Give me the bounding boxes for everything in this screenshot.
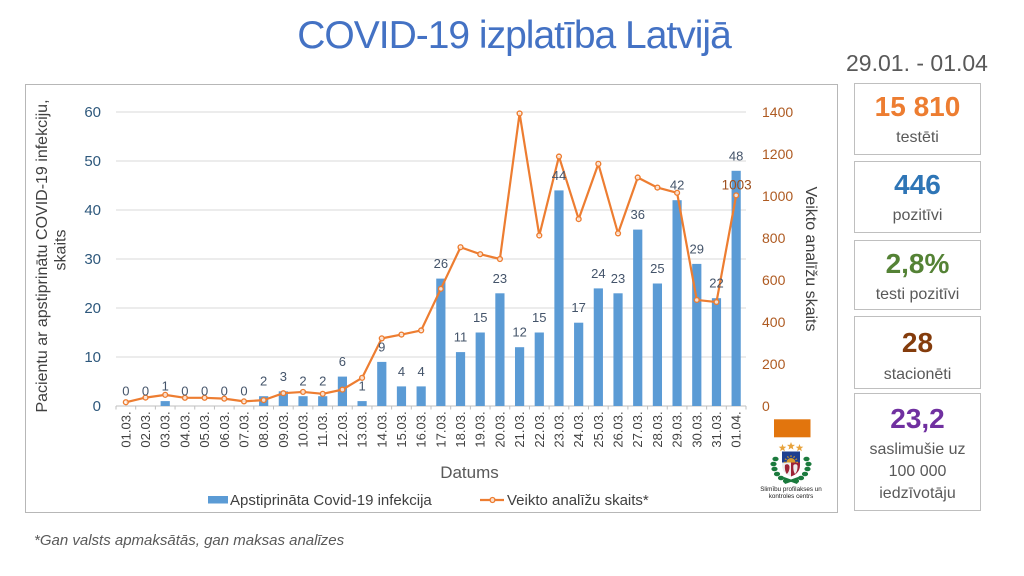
svg-text:4: 4 (418, 364, 425, 379)
svg-text:48: 48 (729, 148, 743, 163)
svg-text:11.03.: 11.03. (315, 412, 330, 447)
svg-text:4: 4 (398, 364, 405, 379)
svg-text:9: 9 (378, 339, 385, 354)
svg-text:13.03.: 13.03. (355, 411, 370, 447)
svg-text:07.03.: 07.03. (236, 411, 251, 447)
svg-text:50: 50 (84, 153, 101, 170)
svg-text:18.03.: 18.03. (453, 411, 468, 447)
svg-text:30: 30 (84, 251, 101, 268)
svg-text:24: 24 (591, 266, 605, 281)
svg-text:15.03.: 15.03. (394, 411, 409, 447)
svg-text:1: 1 (358, 379, 365, 394)
svg-text:29: 29 (690, 241, 704, 256)
svg-text:14.03.: 14.03. (374, 411, 389, 447)
svg-text:29.03.: 29.03. (670, 411, 685, 447)
svg-text:0: 0 (181, 384, 188, 399)
svg-text:19.03.: 19.03. (473, 411, 488, 447)
svg-text:22: 22 (709, 276, 723, 291)
svg-text:1: 1 (162, 379, 169, 394)
svg-text:01.04.: 01.04. (729, 411, 744, 447)
svg-text:Veikto analīžu skaits: Veikto analīžu skaits (802, 187, 819, 332)
svg-text:06.03.: 06.03. (217, 411, 232, 447)
svg-text:Apstiprināta Covid-19 infekcij: Apstiprināta Covid-19 infekcija (230, 492, 432, 509)
svg-text:600: 600 (762, 272, 786, 288)
svg-text:16.03.: 16.03. (414, 411, 429, 447)
svg-text:2: 2 (299, 374, 306, 389)
svg-text:27.03.: 27.03. (630, 411, 645, 447)
svg-text:22.03.: 22.03. (532, 411, 547, 447)
svg-text:02.03.: 02.03. (138, 411, 153, 447)
svg-text:400: 400 (762, 314, 786, 330)
svg-text:10.03.: 10.03. (296, 411, 311, 447)
svg-text:60: 60 (84, 104, 101, 121)
svg-text:04.03.: 04.03. (177, 411, 192, 447)
svg-text:17: 17 (571, 300, 585, 315)
svg-text:Datums: Datums (440, 463, 499, 482)
svg-text:1400: 1400 (762, 104, 793, 120)
svg-text:01.03.: 01.03. (118, 411, 133, 447)
svg-text:12.03.: 12.03. (335, 411, 350, 447)
svg-text:800: 800 (762, 230, 786, 246)
svg-text:Pacientu ar apstiprinātu COVID: Pacientu ar apstiprinātu COVID-19 infekc… (34, 99, 51, 412)
svg-text:31.03.: 31.03. (709, 411, 724, 447)
svg-text:0: 0 (221, 384, 228, 399)
svg-text:0: 0 (240, 384, 247, 399)
svg-text:0: 0 (142, 384, 149, 399)
svg-text:40: 40 (84, 202, 101, 219)
svg-text:26.03.: 26.03. (611, 411, 626, 447)
svg-text:6: 6 (339, 354, 346, 369)
svg-text:21.03.: 21.03. (512, 411, 527, 447)
svg-text:05.03.: 05.03. (197, 411, 212, 447)
svg-text:11: 11 (454, 330, 468, 345)
svg-text:2: 2 (260, 374, 267, 389)
svg-text:08.03.: 08.03. (256, 411, 271, 447)
svg-text:2: 2 (319, 374, 326, 389)
svg-text:25: 25 (650, 261, 664, 276)
svg-text:Veikto analīžu skaits*: Veikto analīžu skaits* (507, 492, 649, 509)
svg-text:26: 26 (434, 256, 448, 271)
svg-text:10: 10 (84, 349, 101, 366)
svg-text:36: 36 (630, 207, 644, 222)
svg-text:23: 23 (611, 271, 625, 286)
svg-text:3: 3 (280, 369, 287, 384)
svg-text:23: 23 (493, 271, 507, 286)
svg-text:12: 12 (512, 325, 526, 340)
svg-text:200: 200 (762, 356, 786, 372)
svg-text:0: 0 (762, 398, 770, 414)
svg-text:15: 15 (532, 310, 546, 325)
svg-text:0: 0 (93, 398, 101, 415)
svg-text:30.03.: 30.03. (689, 411, 704, 447)
svg-text:44: 44 (552, 168, 566, 183)
svg-text:03.03.: 03.03. (158, 411, 173, 447)
svg-text:09.03.: 09.03. (276, 411, 291, 447)
svg-text:17.03.: 17.03. (433, 411, 448, 447)
svg-text:skaits: skaits (53, 230, 70, 271)
svg-text:1003: 1003 (722, 177, 752, 192)
svg-text:0: 0 (122, 384, 129, 399)
svg-text:25.03.: 25.03. (591, 411, 606, 447)
svg-text:20: 20 (84, 300, 101, 317)
svg-text:0: 0 (201, 384, 208, 399)
svg-text:42: 42 (670, 178, 684, 193)
svg-text:15: 15 (473, 310, 487, 325)
svg-text:24.03.: 24.03. (571, 411, 586, 447)
svg-text:28.03.: 28.03. (650, 411, 665, 447)
svg-text:1000: 1000 (762, 188, 793, 204)
svg-text:20.03.: 20.03. (492, 411, 507, 447)
svg-text:23.03.: 23.03. (551, 411, 566, 447)
svg-text:1200: 1200 (762, 146, 793, 162)
